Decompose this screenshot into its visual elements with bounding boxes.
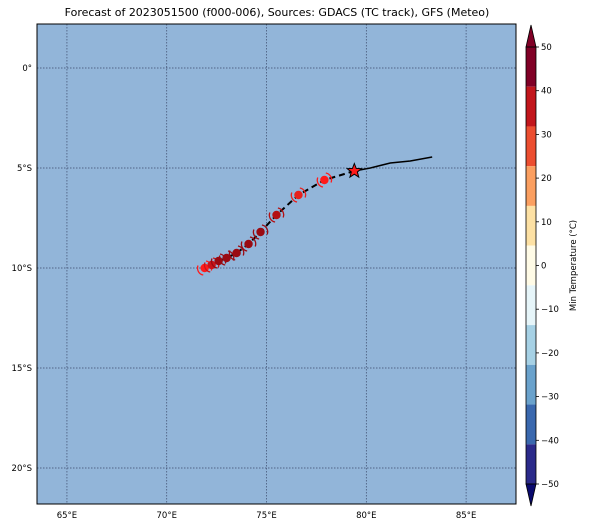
colorbar-segment — [526, 126, 536, 167]
cyclone-icon — [316, 172, 333, 188]
figure-title: Forecast of 2023051500 (f000-006), Sourc… — [64, 6, 490, 19]
past-track-line — [354, 156, 433, 172]
current-position-star-icon — [345, 162, 363, 179]
map-background — [37, 24, 516, 504]
colorbar-segment — [526, 86, 536, 127]
lat-tick-label: 15°S — [12, 364, 32, 374]
colorbar-segment — [526, 404, 536, 445]
colorbar-tick-label: −30 — [541, 393, 559, 403]
colorbar-tick-label: 0 — [541, 262, 546, 272]
colorbar-tick-label: 10 — [541, 218, 552, 228]
colorbar-tick-label: −20 — [541, 349, 559, 359]
lat-tick-label: 0° — [22, 64, 32, 74]
lat-tick-label: 5°S — [17, 164, 32, 174]
colorbar-label: Min Temperature (°C) — [569, 220, 579, 311]
colorbar-extend-bottom — [525, 483, 537, 507]
colorbar: 50 40 30 20 10 0 −10 −20 −30 −40 −50 Min Temperatur… — [525, 24, 579, 507]
cyclone-icon — [252, 224, 269, 240]
map-panel: 65°E 70°E 75°E 80°E 85°E 0° 5°S 10°S 15°S 20°S — [12, 23, 517, 521]
colorbar-extend-top — [525, 24, 537, 48]
colorbar-segment — [526, 245, 536, 286]
lat-tick-label: 10°S — [12, 264, 32, 274]
colorbar-segment — [526, 444, 536, 484]
colorbar-segment — [526, 166, 536, 206]
lon-tick-label: 80°E — [356, 511, 376, 521]
colorbar-tick-label: 30 — [541, 130, 552, 140]
cyclone-icon — [228, 245, 245, 261]
colorbar-segment — [526, 47, 536, 87]
cyclone-icon — [240, 236, 257, 252]
colorbar-tick-label: 20 — [541, 174, 552, 184]
colorbar-tick-label: −10 — [541, 305, 559, 315]
colorbar-tick-label: 40 — [541, 87, 552, 97]
map-frame — [36, 23, 517, 505]
colorbar-tick-label: 50 — [541, 43, 552, 53]
colorbar-tick-label: −40 — [541, 436, 559, 446]
lon-tick-label: 85°E — [456, 511, 476, 521]
colorbar-segment — [526, 285, 536, 326]
colorbar-segment — [526, 325, 536, 365]
lon-tick-label: 70°E — [157, 511, 177, 521]
lon-tick-label: 65°E — [57, 511, 77, 521]
cyclone-icon — [268, 207, 285, 223]
lat-tick-label: 20°S — [12, 464, 32, 474]
colorbar-tick-label: −50 — [541, 480, 559, 490]
lon-tick-label: 75°E — [256, 511, 276, 521]
colorbar-segment — [526, 364, 536, 405]
colorbar-segment — [526, 205, 536, 246]
cyclone-icon — [290, 187, 307, 203]
